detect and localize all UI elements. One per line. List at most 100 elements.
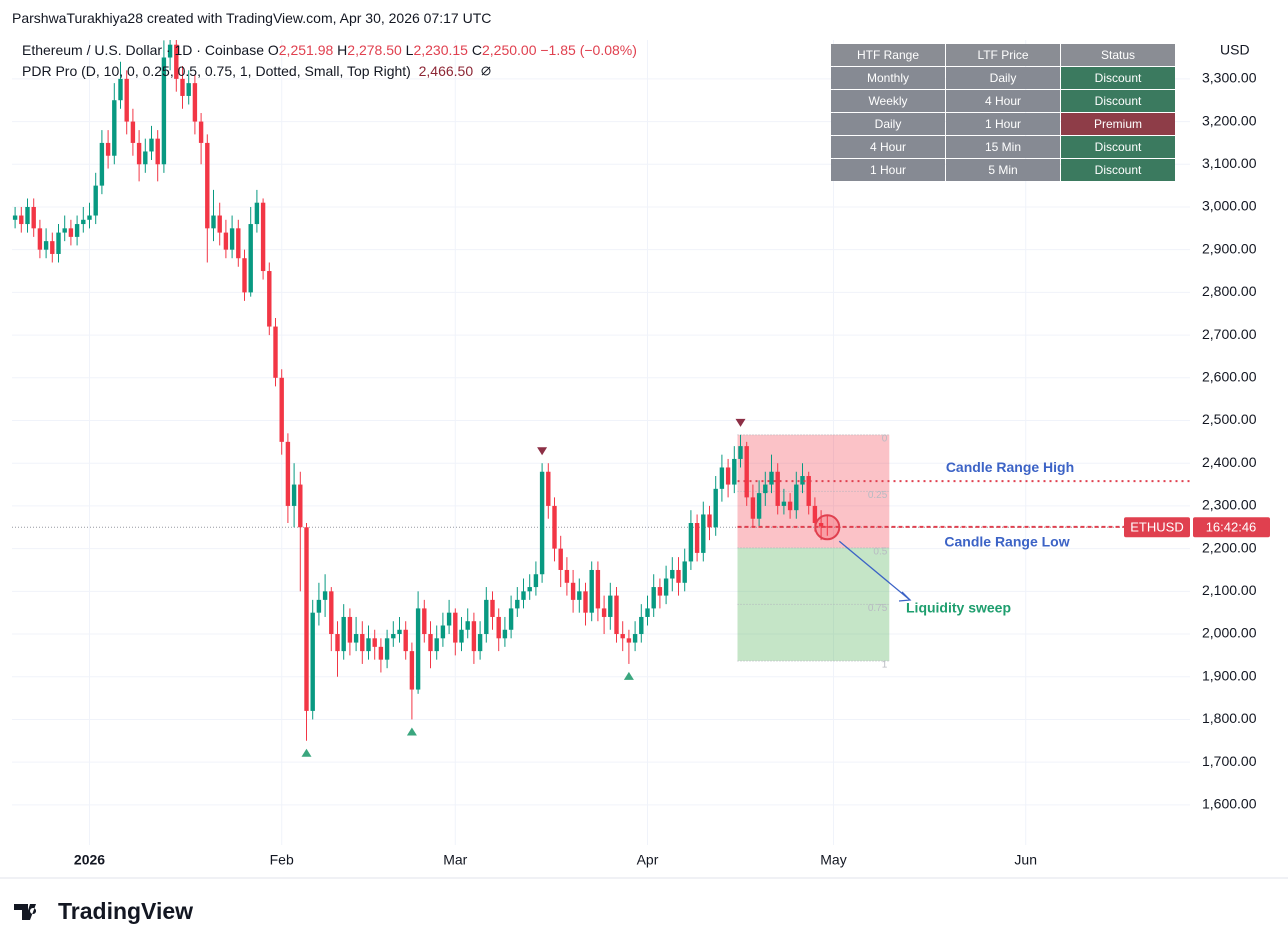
candle-body: [564, 569, 570, 583]
candle-body: [291, 484, 297, 506]
candle-body: [465, 621, 470, 630]
candle-body: [136, 142, 142, 165]
table-cell: Premium: [1061, 113, 1175, 135]
candle-body: [335, 634, 340, 652]
candle-body: [508, 608, 514, 630]
candle-body: [453, 612, 458, 643]
candle-body: [211, 215, 216, 229]
candle-body: [818, 523, 824, 527]
candle-body: [192, 83, 198, 122]
candle-body: [688, 523, 694, 562]
table-cell: Weekly: [831, 90, 945, 112]
y-tick-label: 3,200.00: [1202, 112, 1257, 128]
candle-body: [329, 591, 334, 635]
candle-body: [651, 587, 656, 609]
hide-icon[interactable]: [481, 66, 491, 76]
candle-body: [56, 232, 61, 254]
change: −1.85 (−0.08%): [540, 42, 637, 58]
table-cell: 1 Hour: [831, 159, 945, 181]
candle-body: [484, 599, 489, 635]
price-tag-symbol-bg: [1124, 517, 1190, 538]
candle-body: [267, 271, 272, 327]
candle-body: [477, 634, 483, 652]
candle-body: [99, 142, 105, 186]
candle-body: [217, 215, 222, 233]
pivot-low: [623, 671, 634, 680]
pdr-level-label: 0.75: [868, 603, 888, 614]
candle-body: [459, 629, 464, 643]
pivot-high: [537, 447, 548, 456]
candle-body: [198, 121, 204, 143]
candle-body: [725, 467, 731, 485]
candle-body: [391, 634, 396, 639]
table-cell: Daily: [831, 113, 945, 135]
candle-body: [37, 228, 43, 250]
candle-body: [806, 476, 811, 506]
logo-text: TradingView: [58, 898, 193, 924]
sweep-arrow: [838, 540, 911, 601]
candle-body: [304, 527, 309, 711]
candle-body: [676, 569, 681, 583]
currency: USD: [1220, 42, 1250, 58]
candle-body: [620, 634, 625, 639]
candle-body: [366, 638, 371, 652]
table-row: Weekly 4 Hour Discount: [831, 90, 1175, 112]
candle-body: [614, 595, 619, 635]
y-tick-label: 3,100.00: [1202, 155, 1257, 171]
ohlc: O2,251.98 H2,278.50 L2,230.15 C2,250.00: [264, 42, 537, 58]
candle-body: [229, 228, 235, 250]
candle-body: [750, 497, 756, 519]
candle-body: [496, 616, 501, 639]
candles: [12, 40, 1190, 741]
candle-body: [738, 446, 743, 459]
y-tick-label: 2,400.00: [1202, 454, 1257, 470]
candle-body: [93, 185, 98, 216]
sweep-arrowhead: [898, 591, 912, 602]
candle-body: [25, 206, 30, 225]
candle-body: [527, 587, 532, 592]
pivot-low: [301, 748, 312, 757]
table-cell: 4 Hour: [831, 136, 945, 158]
candle-body: [775, 471, 780, 506]
candle-body: [81, 219, 86, 225]
table-cell: 1 Hour: [946, 113, 1060, 135]
table-cell: 5 Min: [946, 159, 1060, 181]
table-cell: 4 Hour: [946, 90, 1060, 112]
candle-body: [434, 638, 439, 652]
sweep-label: Liquidity sweep: [906, 600, 1011, 616]
candle-body: [694, 523, 700, 553]
candle-body: [707, 514, 712, 528]
candle-body: [161, 57, 167, 165]
pivot-low: [406, 727, 417, 736]
candle-body: [577, 591, 582, 600]
indicator: PDR Pro (D, 10, 0, 0.25, 0.5, 0.75, 1, D…: [22, 63, 411, 79]
table-cell: Discount: [1061, 67, 1175, 89]
candle-body: [180, 78, 185, 96]
candle-body: [384, 638, 390, 660]
candle-body: [546, 471, 551, 506]
candle-body: [657, 587, 663, 596]
candle-body: [763, 484, 768, 494]
table-header: HTF Range LTF Price Status: [831, 44, 1175, 66]
y-tick-label: 2,600.00: [1202, 369, 1257, 385]
candle-body: [248, 224, 253, 293]
candle-body: [589, 569, 594, 613]
overlay: Candle Range High Candle Range Low Liquidi…: [301, 418, 1270, 757]
pdr-level-label: 0.25: [868, 490, 888, 501]
candle-body: [787, 501, 793, 511]
logo: TradingView: [14, 898, 193, 924]
candle-body: [74, 224, 80, 237]
y-tick-label: 2,000.00: [1202, 625, 1257, 641]
candle-body: [118, 78, 123, 101]
candle-body: [87, 215, 92, 220]
table-cell: 15 Min: [946, 136, 1060, 158]
candle-body: [601, 608, 607, 617]
table-row: Daily 1 Hour Premium: [831, 113, 1175, 135]
candle-body: [155, 138, 160, 165]
candle-body: [143, 151, 148, 165]
pivot-high: [735, 418, 746, 427]
table-cell: Discount: [1061, 159, 1175, 181]
x-tick-label: May: [820, 852, 846, 868]
candle-body: [322, 591, 328, 600]
indicator-legend: PDR Pro (D, 10, 0, 0.25, 0.5, 0.75, 1, D…: [22, 63, 491, 79]
